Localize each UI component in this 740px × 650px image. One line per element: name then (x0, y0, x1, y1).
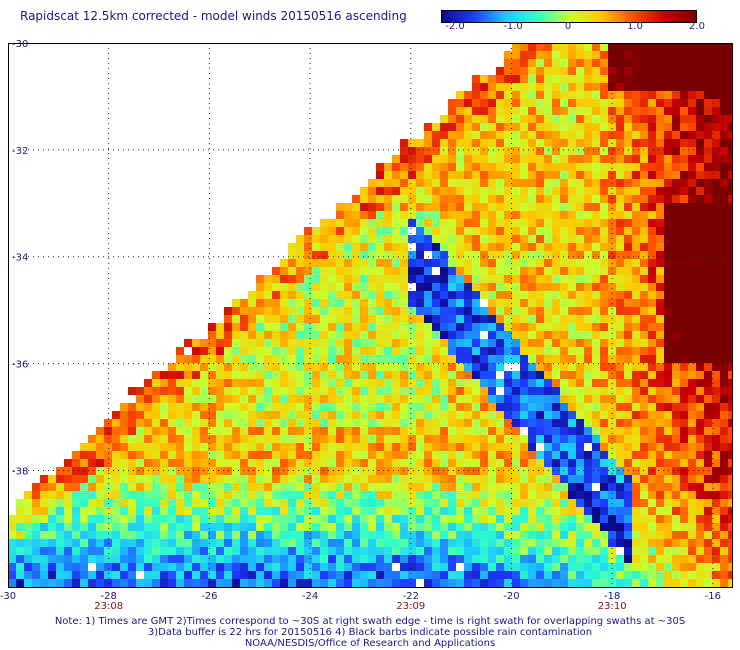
wind-difference-map (8, 43, 733, 588)
lon-tick-label: -28 (101, 591, 117, 602)
colorbar-tick: 1.0 (627, 21, 643, 32)
colorbar-tick: 0 (564, 21, 572, 32)
lon-tick-label: -22 (403, 591, 419, 602)
map-title: Rapidscat 12.5km corrected - model winds… (20, 9, 407, 23)
lon-tick-label: -24 (302, 591, 318, 602)
lon-tick-label: -26 (201, 591, 217, 602)
note-line: NOAA/NESDIS/Office of Research and Appli… (244, 638, 496, 649)
note-line: 3)Data buffer is 22 hrs for 20150516 4) … (147, 627, 593, 638)
note-line: Note: 1) Times are GMT 2)Times correspon… (54, 616, 686, 627)
time-label: 23:10 (598, 601, 627, 612)
colorbar-tick: -1.0 (503, 21, 523, 32)
time-label: 23:09 (396, 601, 425, 612)
lon-tick-label: -30 (0, 591, 16, 602)
colorbar (441, 10, 697, 23)
colorbar-tick: 2.0 (689, 21, 705, 32)
time-label: 23:08 (94, 601, 123, 612)
lon-tick-label: -16 (705, 591, 721, 602)
footer-notes: Note: 1) Times are GMT 2)Times correspon… (0, 616, 740, 649)
map-canvas (8, 43, 733, 588)
colorbar-tick: -2.0 (445, 21, 465, 32)
lon-tick-label: -20 (503, 591, 519, 602)
lon-tick-label: -18 (604, 591, 620, 602)
